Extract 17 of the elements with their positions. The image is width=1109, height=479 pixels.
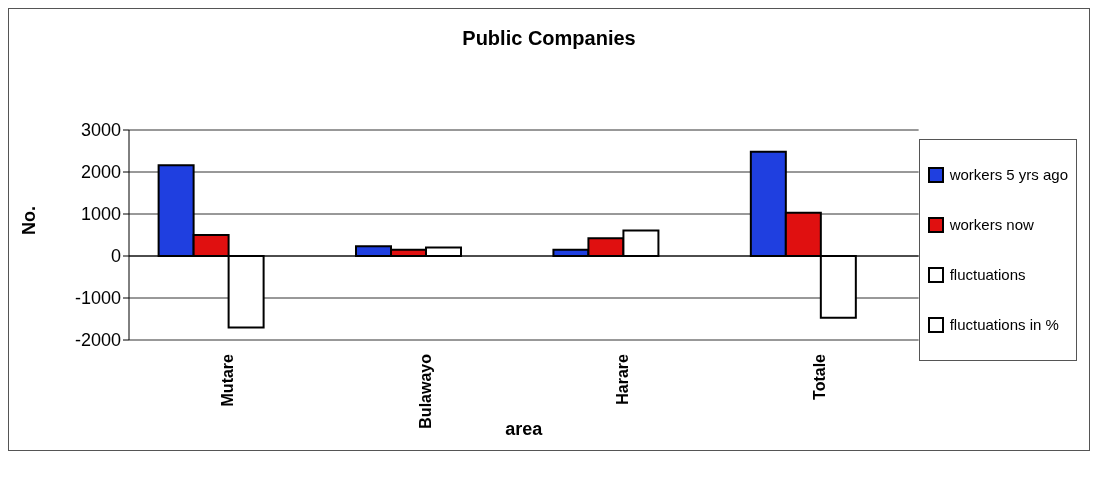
x-tick-label: Bulawayo	[416, 353, 434, 429]
legend-label: fluctuations in %	[949, 315, 1059, 335]
x-axis-title: area	[505, 419, 544, 439]
legend-label: workers 5 yrs ago	[949, 165, 1068, 185]
legend-label: fluctuations	[949, 265, 1026, 285]
y-tick-label: 2000	[80, 162, 121, 183]
y-tick-label: 3000	[80, 120, 121, 141]
y-tick-label: 0	[110, 246, 121, 267]
y-axis-title: No.	[19, 206, 40, 235]
x-tick-label: Harare	[614, 353, 632, 405]
y-tick-label: 1000	[80, 204, 121, 225]
chart-title: Public Companies	[461, 27, 637, 50]
y-tick-label: -1000	[74, 288, 121, 309]
y-tick-label: -2000	[74, 330, 121, 351]
legend-label: workers now	[949, 215, 1034, 235]
x-tick-label: Totale	[811, 353, 829, 400]
x-tick-label: Mutare	[219, 353, 237, 407]
